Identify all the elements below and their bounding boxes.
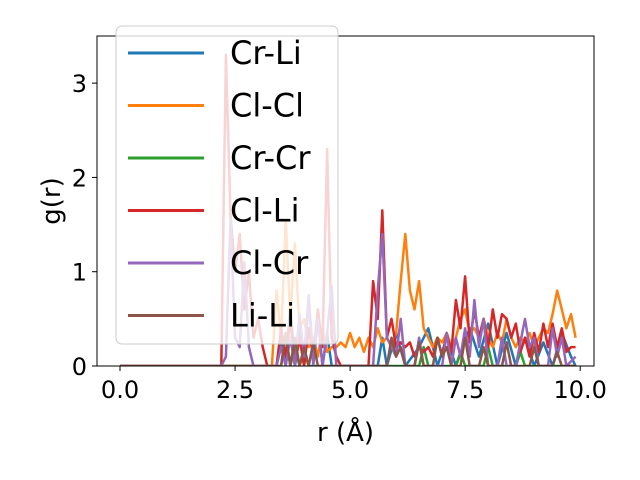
- x-tick-label: 5.0: [331, 376, 369, 404]
- x-tick-label: 7.5: [446, 376, 484, 404]
- axis-ticks: 0.0 2.5 5.0 7.5 10.0 0 1 2 3: [72, 70, 607, 404]
- series-line-cl-cr: [120, 218, 577, 366]
- x-tick-label: 0.0: [101, 376, 139, 404]
- legend-label-li-li: Li-Li: [230, 297, 295, 335]
- legend: Cr-Li Cl-Cl Cr-Cr Cl-Li Cl-Cr Li-Li: [115, 25, 339, 345]
- legend-label-cl-cr: Cl-Cr: [230, 244, 309, 282]
- y-tick-label: 0: [72, 353, 87, 381]
- legend-label-cl-li: Cl-Li: [230, 192, 300, 230]
- series-line-cl-li: [120, 53, 576, 366]
- plot-frame: [96, 35, 595, 367]
- plot-lines: [120, 53, 577, 366]
- x-tick-label: 10.0: [553, 376, 606, 404]
- legend-box: [115, 25, 339, 345]
- legend-label-cl-cl: Cl-Cl: [230, 87, 304, 125]
- legend-label-cr-cr: Cr-Cr: [230, 139, 311, 177]
- legend-label-cr-li: Cr-Li: [230, 34, 302, 72]
- y-tick-label: 2: [72, 164, 87, 192]
- series-line-li-li: [120, 331, 576, 366]
- y-tick-label: 3: [72, 70, 87, 98]
- x-axis-label: r (Å): [317, 416, 374, 448]
- y-axis-label: g(r): [37, 177, 67, 224]
- y-tick-label: 1: [72, 259, 87, 287]
- x-tick-label: 2.5: [216, 376, 254, 404]
